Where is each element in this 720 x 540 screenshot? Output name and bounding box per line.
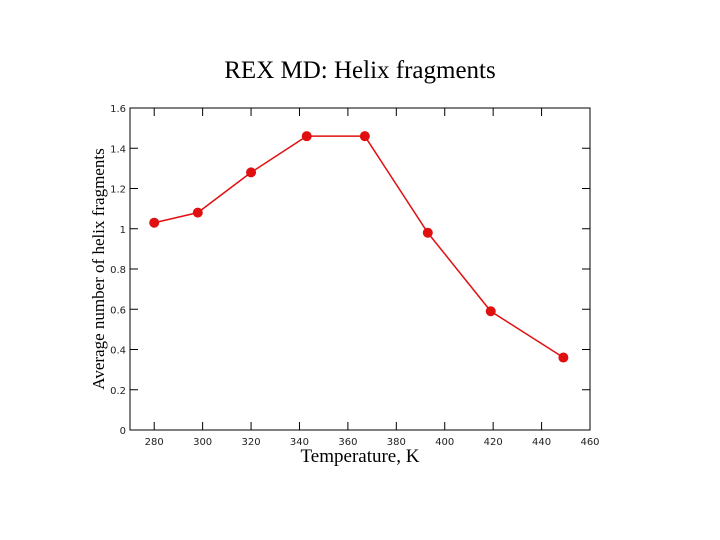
data-point — [246, 167, 257, 178]
x-tick-label: 280 — [145, 437, 164, 448]
y-tick-label: 0.8 — [110, 265, 126, 276]
y-tick-label: 1.4 — [110, 144, 126, 155]
x-tick-label: 380 — [387, 437, 406, 448]
y-tick-label: 0.6 — [110, 305, 126, 316]
y-axis-label: Average number of helix fragments — [89, 148, 108, 389]
x-tick-label: 320 — [242, 437, 261, 448]
data-point — [301, 131, 312, 142]
x-tick-label: 400 — [435, 437, 454, 448]
plot-frame — [129, 107, 591, 431]
y-tick-label: 1.2 — [110, 185, 126, 196]
data-point — [558, 352, 569, 363]
data-point — [422, 227, 433, 238]
data-point — [485, 306, 496, 317]
data-point — [359, 131, 370, 142]
chart-title: REX MD: Helix fragments — [224, 57, 495, 84]
x-tick-label: 420 — [484, 437, 503, 448]
data-point — [192, 207, 203, 218]
x-tick-label: 460 — [580, 437, 599, 448]
y-tick-label: 0.2 — [110, 386, 126, 397]
x-axis-label: Temperature, K — [301, 446, 420, 467]
data-point — [149, 217, 160, 228]
data-line — [154, 135, 564, 359]
x-tick-label: 340 — [290, 437, 309, 448]
y-tick-label: 1 — [120, 225, 126, 236]
y-tick-label: 0 — [120, 426, 126, 437]
x-tick-label: 300 — [193, 437, 212, 448]
x-tick-label: 360 — [338, 437, 357, 448]
x-tick-label: 440 — [532, 437, 551, 448]
y-tick-label: 1.6 — [110, 104, 126, 115]
y-tick-label: 0.4 — [110, 346, 126, 357]
